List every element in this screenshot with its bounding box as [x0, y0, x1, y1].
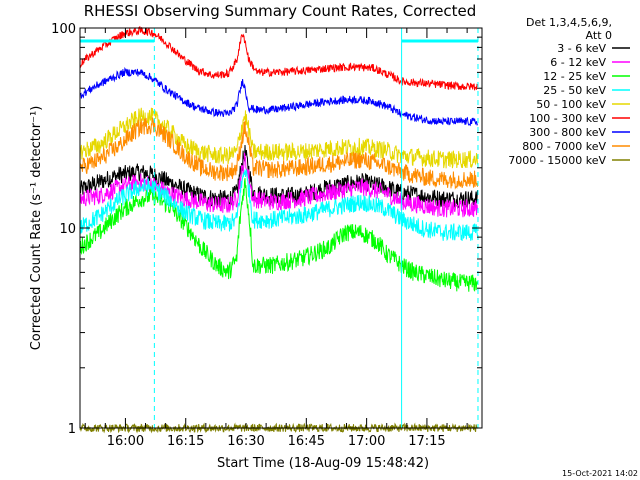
series-line-12-25-kev	[79, 178, 478, 292]
legend-label: 100 - 300 keV	[529, 112, 606, 125]
legend-label: 6 - 12 keV	[550, 56, 606, 69]
legend-label: 300 - 800 keV	[529, 126, 606, 139]
y-tick-label: 1	[68, 422, 76, 437]
series-line-800-7000-kev	[80, 116, 478, 190]
legend-label: 800 - 7000 keV	[522, 140, 606, 153]
y-axis: 1 10 100	[51, 22, 482, 437]
legend-label: 7000 - 15000 keV	[508, 154, 606, 167]
x-tick-label: 16:45	[288, 434, 325, 449]
x-tick-label: 17:15	[408, 434, 445, 449]
legend-label: 50 - 100 keV	[536, 98, 606, 111]
x-tick-label: 16:00	[107, 434, 144, 449]
series-line-6-12-kev	[79, 152, 478, 218]
legend-label: 25 - 50 keV	[543, 84, 606, 97]
legend-label: 12 - 25 keV	[543, 70, 606, 83]
y-axis-label: Corrected Count Rate (s⁻¹ detector⁻¹)	[29, 106, 44, 351]
plot-frame	[79, 27, 483, 429]
legend-label: 3 - 6 keV	[557, 42, 606, 55]
chart-title: RHESSI Observing Summary Count Rates, Co…	[84, 2, 477, 20]
x-tick-label: 16:15	[167, 434, 204, 449]
x-tick-label: 16:30	[227, 434, 264, 449]
y-tick-label: 10	[59, 222, 76, 237]
legend-header: Att 0	[586, 29, 612, 42]
x-tick-label: 17:00	[348, 434, 385, 449]
y-tick-label: 100	[51, 22, 76, 37]
legend-header: Det 1,3,4,5,6,9,	[526, 16, 612, 29]
series-line-100-300-kev	[79, 25, 478, 91]
series-line-3-6-kev	[79, 144, 478, 210]
footer-date: 15-Oct-2021 14:02	[562, 469, 638, 478]
x-axis-label: Start Time (18-Aug-09 15:48:42)	[217, 456, 429, 471]
series-layer	[79, 25, 478, 434]
series-line-300-800-kev	[79, 66, 478, 127]
series-line-25-50-kev	[79, 168, 478, 242]
x-axis: 16:00 16:15 16:30 16:45 17:00 17:15	[84, 28, 468, 449]
